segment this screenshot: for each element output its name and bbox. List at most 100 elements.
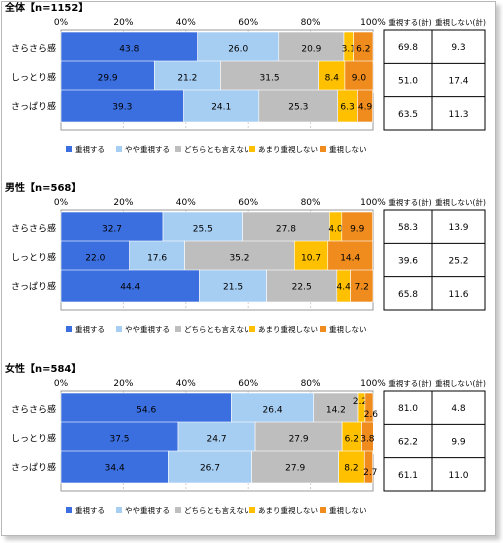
data-label: 32.7 [102, 225, 122, 235]
category-label: さらさら感 [11, 223, 56, 235]
category-label: さっぱり感 [11, 101, 56, 113]
data-label: 34.4 [105, 464, 125, 474]
x-tick-label: 80% [301, 379, 321, 389]
data-label: 27.8 [276, 225, 296, 235]
summary-value: 39.6 [398, 257, 418, 267]
data-label: 35.2 [229, 254, 249, 264]
summary-header: 重視する(計) [388, 378, 431, 388]
panel-title: 女性【n=584】 [5, 362, 81, 375]
data-label: 26.0 [228, 45, 248, 55]
x-tick-label: 40% [176, 379, 196, 389]
x-tick-label: 60% [238, 198, 258, 208]
legend-label: どちらとも言えない [184, 324, 252, 334]
bar-segment [60, 450, 169, 484]
legend-swatch [175, 146, 181, 152]
legend-label: どちらとも言えない [184, 144, 252, 154]
data-label: 7.2 [355, 283, 369, 293]
summary-table [383, 29, 486, 131]
legend-swatch [175, 507, 181, 513]
bar-segment [357, 89, 373, 123]
x-tick-label: 20% [113, 379, 133, 389]
legend-label: 重視する [75, 145, 105, 154]
summary-value: 11.6 [448, 290, 468, 300]
x-tick-label: 60% [238, 18, 258, 28]
data-label: 25.5 [193, 225, 213, 235]
category-label: さっぱり感 [11, 462, 56, 474]
bar-segment [129, 240, 185, 274]
summary-value: 51.0 [398, 77, 418, 87]
data-label: 27.9 [289, 435, 309, 445]
summary-value: 81.0 [398, 404, 418, 414]
bar-segment [168, 450, 252, 484]
category-label: しっとり感 [11, 72, 56, 84]
summary-header: 重視しない(計) [435, 17, 486, 27]
data-label: 29.9 [98, 74, 118, 84]
data-label: 44.4 [120, 283, 140, 293]
data-label: 20.9 [301, 45, 321, 55]
data-label: 26.7 [200, 464, 220, 474]
data-label: 21.2 [177, 74, 197, 84]
bar-segment [60, 269, 200, 303]
x-tick-label: 100% [360, 379, 386, 389]
legend-swatch [249, 326, 255, 332]
legend-label: あまり重視しない [258, 506, 318, 515]
data-label: 6.2 [356, 45, 370, 55]
data-label: 39.3 [112, 103, 132, 113]
data-label: 14.4 [340, 254, 360, 264]
data-label: 27.9 [285, 464, 305, 474]
legend-swatch [66, 507, 72, 513]
data-label: 14.2 [326, 406, 346, 416]
data-label: 22.5 [292, 283, 312, 293]
category-label: しっとり感 [11, 433, 56, 445]
data-label: 26.4 [263, 406, 283, 416]
summary-header: 重視しない(計) [435, 197, 486, 207]
summary-value: 4.8 [451, 404, 466, 414]
summary-value: 9.3 [451, 43, 465, 53]
summary-value: 62.2 [398, 438, 418, 448]
data-label: 24.1 [211, 103, 231, 113]
bar-segment [327, 240, 373, 274]
legend-swatch [320, 507, 326, 513]
bar-segment [162, 211, 243, 245]
legend-swatch [320, 326, 326, 332]
x-tick-label: 80% [301, 18, 321, 28]
legend-label: 重視しない [329, 145, 367, 154]
category-label: さらさら感 [11, 43, 56, 55]
summary-value: 11.3 [448, 110, 468, 120]
legend-swatch [249, 507, 255, 513]
legend-label: 重視する [75, 506, 105, 515]
category-label: さっぱり感 [11, 281, 56, 293]
data-label: 2.2 [353, 397, 367, 407]
summary-table [383, 390, 486, 492]
data-label: 21.5 [223, 283, 243, 293]
legend-label: 重視する [75, 325, 105, 334]
data-label: 4.4 [337, 283, 352, 293]
bar-segment [153, 60, 221, 94]
legend-label: やや重視する [125, 506, 170, 515]
data-label: 54.6 [136, 406, 156, 416]
bar-segment [184, 240, 295, 274]
x-tick-label: 20% [113, 18, 133, 28]
summary-value: 63.5 [398, 110, 418, 120]
legend-swatch [116, 507, 122, 513]
x-tick-label: 20% [113, 198, 133, 208]
legend-label: やや重視する [125, 145, 170, 154]
data-label: 17.6 [147, 254, 167, 264]
data-label: 31.5 [260, 74, 280, 84]
x-tick-label: 100% [360, 18, 386, 28]
summary-value: 69.8 [398, 43, 418, 53]
data-label: 3.8 [360, 435, 375, 445]
summary-header: 重視しない(計) [435, 378, 486, 388]
x-tick-label: 0% [54, 379, 69, 389]
bar-segment [294, 240, 329, 274]
data-label: 22.0 [85, 254, 105, 264]
legend-swatch [320, 146, 326, 152]
bar-segment [313, 392, 359, 426]
summary-value: 9.9 [451, 438, 466, 448]
summary-value: 65.8 [398, 290, 418, 300]
bar-segment [60, 89, 184, 123]
legend-label: 重視しない [329, 506, 367, 515]
x-tick-label: 0% [54, 18, 69, 28]
category-label: さらさら感 [11, 404, 56, 416]
